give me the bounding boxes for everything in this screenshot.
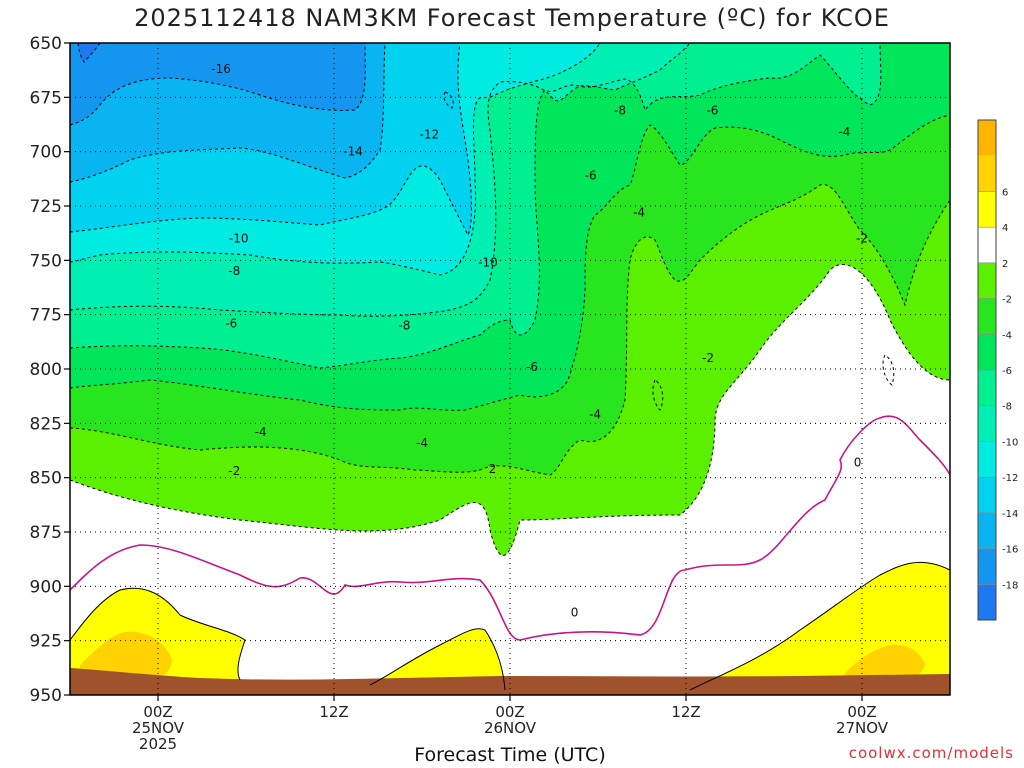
colorbar-swatch	[978, 370, 996, 406]
colorbar-swatch	[978, 227, 996, 263]
contour-dashes	[70, 43, 950, 556]
colorbar-swatch	[978, 584, 996, 620]
colorbar-label: -14	[1002, 509, 1018, 520]
shade-minus20	[78, 43, 100, 62]
colorbar-swatch	[978, 405, 996, 442]
zero-line	[70, 415, 950, 641]
contour-label: 0	[854, 455, 862, 469]
shade-warm-region	[70, 264, 950, 695]
y-tick-label: 800	[30, 360, 62, 380]
colorbar-swatch	[978, 298, 996, 335]
colorbar-swatch	[978, 120, 996, 156]
x-tick-label: 00Z	[847, 703, 876, 721]
y-tick-label: 750	[30, 251, 62, 271]
colorbar: -18 -16 -14 -12 -10 -8 -6 -4 -2 2 4 6	[977, 119, 1018, 621]
y-tick-label: 700	[30, 143, 62, 163]
contour-label: -4	[589, 408, 601, 422]
colorbar-label: -4	[1002, 330, 1012, 341]
y-tick-label: 850	[30, 469, 62, 489]
y-tick-label: 675	[30, 88, 62, 108]
y-tick-label: 825	[30, 414, 62, 434]
x-axis-title: Forecast Time (UTC)	[414, 744, 606, 766]
y-tick-label: 650	[30, 34, 62, 54]
colorbar-label: 4	[1002, 223, 1008, 234]
x-tick-label: 27NOV	[836, 719, 889, 737]
contour-label: -6	[225, 316, 237, 330]
grid-lines	[70, 43, 950, 695]
chart-title: 2025112418 NAM3KM Forecast Temperature (…	[134, 4, 890, 32]
y-tick-label: 900	[30, 577, 62, 597]
contour-label: -16	[211, 62, 231, 76]
contour-label: -6	[585, 169, 597, 183]
shade-warm-4c-right	[840, 644, 925, 680]
contour-label: -6	[526, 360, 538, 374]
colorbar-label: -16	[1002, 545, 1018, 556]
shade-minus18	[70, 43, 366, 125]
colorbar-label: -8	[1002, 402, 1012, 413]
contour-label: -4	[838, 125, 850, 139]
contour-label-layer: -16 -14 -12 -10 -10 -8 -8 -8 -6 -6 -6 -6 -4 -4 -4 -4 -4 -…	[211, 62, 868, 619]
x-tick-label: 2025	[139, 735, 177, 753]
x-tick-label: 00Z	[495, 703, 524, 721]
y-tick-label: 725	[30, 197, 62, 217]
shade-terrain	[70, 668, 950, 695]
contour-label: -2	[702, 351, 714, 365]
contour-label: -8	[398, 319, 410, 333]
colorbar-label: 6	[1002, 187, 1008, 198]
y-tick-label: 875	[30, 523, 62, 543]
colorbar-label: 2	[1002, 259, 1008, 270]
source-credit: coolwx.com/models	[848, 744, 1014, 762]
contour-label: -8	[614, 103, 626, 117]
contour-label: -6	[706, 103, 718, 117]
shade-warm-4c	[80, 631, 172, 680]
y-tick-label: 950	[30, 686, 62, 706]
colorbar-label: -12	[1002, 473, 1018, 484]
y-axis: 650 675 700 725 750 775 800 825 850 875 900 925 950	[30, 34, 70, 706]
contour-label: -4	[416, 436, 428, 450]
colorbar-swatch	[978, 191, 996, 228]
contour-label: -10	[478, 256, 498, 270]
x-tick-label: 00Z	[143, 703, 172, 721]
two-line	[70, 561, 950, 691]
y-tick-label: 775	[30, 306, 62, 326]
colorbar-label: -2	[1002, 295, 1012, 306]
colorbar-label: -10	[1002, 437, 1018, 448]
x-tick-label: 25NOV	[132, 719, 185, 737]
colorbar-swatch	[978, 155, 996, 192]
contour-label: 2	[489, 462, 497, 476]
contour-label: -2	[228, 464, 240, 478]
colorbar-label: -6	[1002, 366, 1012, 377]
colorbar-swatch	[978, 441, 996, 478]
contour-label: -12	[420, 127, 440, 141]
x-tick-label: 12Z	[319, 703, 348, 721]
colorbar-swatch	[978, 548, 996, 585]
contour-label: 0	[571, 605, 579, 619]
y-tick-label: 925	[30, 632, 62, 652]
colorbar-swatch	[978, 477, 996, 513]
x-tick-label: 26NOV	[484, 719, 537, 737]
x-tick-label: 12Z	[671, 703, 700, 721]
colorbar-swatch	[978, 512, 996, 549]
shade-warm-2c-mid	[370, 628, 505, 690]
colorbar-swatch	[978, 334, 996, 370]
contour-label: -10	[229, 232, 249, 246]
contour-label: -8	[228, 264, 240, 278]
colorbar-label: -18	[1002, 580, 1018, 591]
colorbar-swatch	[978, 262, 996, 299]
contour-label: -4	[255, 425, 267, 439]
contour-label: -14	[343, 145, 363, 159]
contour-label: -4	[633, 206, 645, 220]
contour-label: -2	[856, 232, 868, 246]
